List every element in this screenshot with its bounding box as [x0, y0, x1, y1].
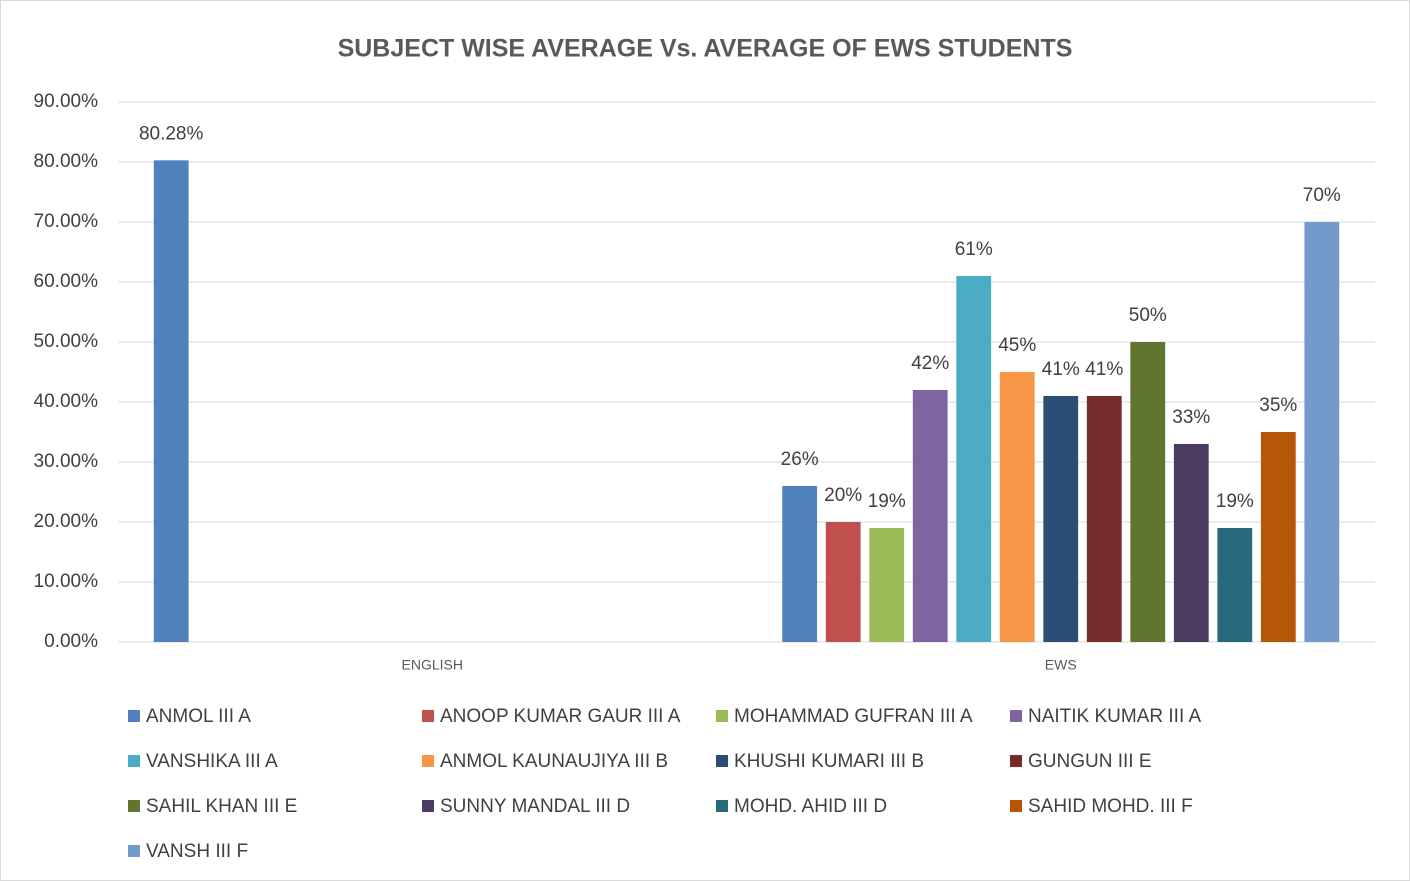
y-tick-label: 20.00%	[34, 511, 99, 532]
bar	[825, 522, 861, 642]
legend-swatch	[1010, 710, 1022, 722]
y-tick-label: 50.00%	[34, 331, 99, 352]
legend-label: ANOOP KUMAR GAUR III A	[440, 706, 681, 727]
data-label: 61%	[955, 239, 993, 260]
legend-swatch	[128, 710, 140, 722]
data-label: 80.28%	[139, 123, 204, 144]
data-label: 33%	[1172, 407, 1210, 428]
y-tick-label: 90.00%	[34, 91, 99, 112]
data-label: 70%	[1303, 185, 1341, 206]
bar	[1217, 528, 1253, 642]
legend-label: VANSH III F	[146, 841, 248, 862]
y-tick-label: 40.00%	[34, 391, 99, 412]
legend-label: NAITIK KUMAR III A	[1028, 706, 1201, 727]
legend-swatch	[422, 710, 434, 722]
bar	[1304, 222, 1340, 642]
bar	[1130, 342, 1166, 642]
bar	[1086, 396, 1122, 642]
legend-label: SAHID MOHD. III F	[1028, 796, 1193, 817]
chart-title: SUBJECT WISE AVERAGE Vs. AVERAGE OF EWS …	[338, 35, 1073, 63]
data-label: 42%	[911, 353, 949, 374]
legend-label: SUNNY MANDAL III D	[440, 796, 630, 817]
legend-swatch	[716, 710, 728, 722]
legend-swatch	[128, 800, 140, 812]
legend-swatch	[716, 755, 728, 767]
data-label: 35%	[1259, 395, 1297, 416]
bar	[782, 486, 818, 642]
legend-label: MOHAMMAD GUFRAN III A	[734, 706, 973, 727]
x-tick-label: ENGLISH	[402, 657, 463, 673]
legend-swatch	[1010, 755, 1022, 767]
legend-swatch	[1010, 800, 1022, 812]
legend-swatch	[422, 800, 434, 812]
y-tick-label: 30.00%	[34, 451, 99, 472]
y-tick-label: 0.00%	[44, 631, 98, 652]
bar	[1043, 396, 1079, 642]
y-tick-label: 10.00%	[34, 571, 99, 592]
y-tick-label: 70.00%	[34, 211, 99, 232]
legend-label: ANMOL III A	[146, 706, 251, 727]
data-label: 41%	[1042, 359, 1080, 380]
legend-label: ANMOL KAUNAUJIYA III B	[440, 751, 668, 772]
bar	[956, 276, 992, 642]
bar	[912, 390, 948, 642]
bar	[999, 372, 1035, 642]
data-label: 20%	[824, 485, 862, 506]
legend-label: MOHD. AHID III D	[734, 796, 887, 817]
legend-label: GUNGUN III E	[1028, 751, 1152, 772]
legend-swatch	[716, 800, 728, 812]
bar	[153, 160, 189, 642]
legend-swatch	[128, 755, 140, 767]
legend-swatch	[422, 755, 434, 767]
legend-label: KHUSHI KUMARI III B	[734, 751, 924, 772]
y-tick-label: 60.00%	[34, 271, 99, 292]
legend-swatch	[128, 845, 140, 857]
legend-label: SAHIL KHAN III E	[146, 796, 297, 817]
bar	[1260, 432, 1296, 642]
y-tick-label: 80.00%	[34, 151, 99, 172]
data-label: 19%	[868, 491, 906, 512]
data-label: 45%	[998, 335, 1036, 356]
x-tick-label: EWS	[1045, 657, 1077, 673]
data-label: 19%	[1216, 491, 1254, 512]
bar	[1173, 444, 1209, 642]
data-label: 41%	[1085, 359, 1123, 380]
legend-label: VANSHIKA III A	[146, 751, 278, 772]
bar	[869, 528, 905, 642]
data-label: 50%	[1129, 305, 1167, 326]
data-label: 26%	[781, 449, 819, 470]
